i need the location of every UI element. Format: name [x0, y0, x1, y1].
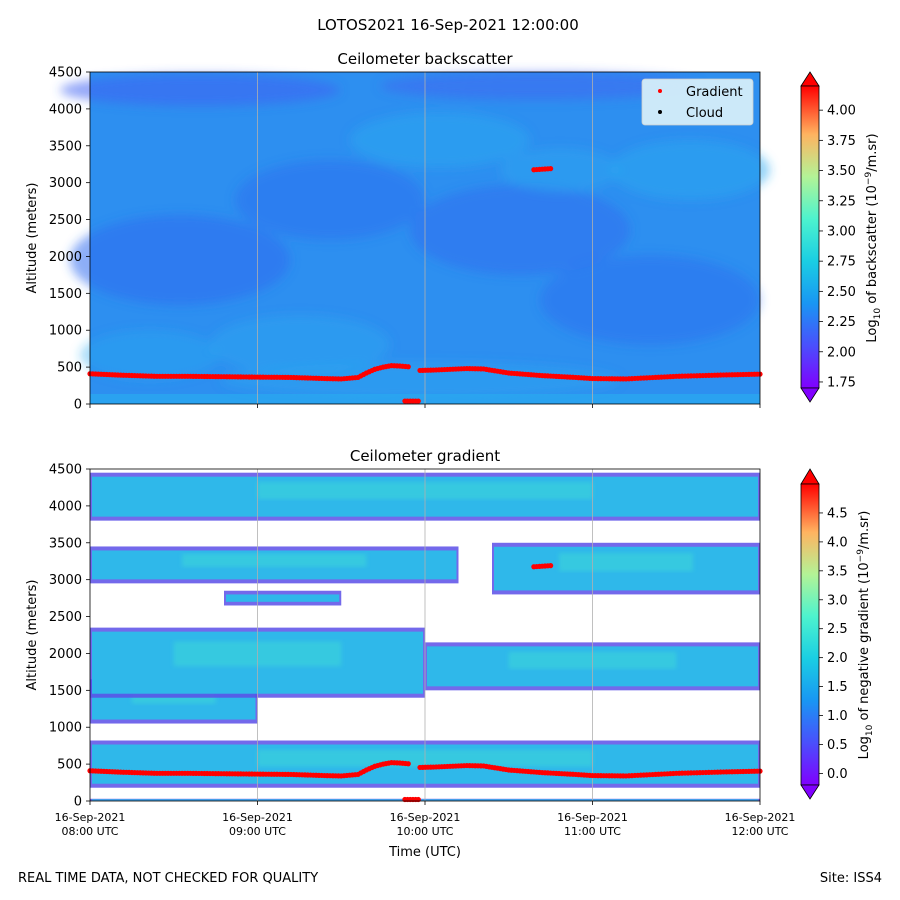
x-tick-time: 10:00 UTC	[396, 825, 453, 838]
y-tick-label: 4500	[49, 463, 82, 478]
legend-gradient-label: Gradient	[686, 85, 743, 100]
colorbar-tick-label: 3.0	[827, 593, 848, 608]
colorbar-tick-label: 2.75	[827, 255, 856, 270]
y-tick-label: 3500	[49, 536, 82, 551]
x-tick-time: 11:00 UTC	[564, 825, 621, 838]
colorbar-max-extend	[800, 468, 820, 485]
x-tick-date: 16-Sep-2021	[222, 811, 293, 824]
y-tick-label: 1000	[49, 721, 82, 736]
colorbar-tick-label: 4.5	[827, 506, 848, 521]
y-tick-label: 2500	[49, 213, 82, 228]
x-axis-label: Time (UTC)	[388, 845, 461, 860]
gradient-colorbar-ticks: 0.0 0.5 1.0 1.5 2.0 2.5 3.0 3.5 4.0 4.5	[819, 506, 848, 782]
y-tick-label: 1000	[49, 324, 82, 339]
y-tick-label: 0	[74, 398, 82, 413]
x-tick-date: 16-Sep-2021	[557, 811, 628, 824]
legend-gradient-marker	[658, 89, 662, 93]
backscatter-title: Ceilometer backscatter	[337, 50, 513, 68]
colorbar-tick-label: 0.5	[827, 738, 848, 753]
colorbar-tick-label: 1.0	[827, 709, 848, 724]
gradient-layer-core	[182, 553, 367, 567]
colorbar-tick-label: 2.0	[827, 651, 848, 666]
x-tick-date: 16-Sep-2021	[725, 811, 796, 824]
gradient-layer	[226, 594, 340, 602]
colorbar-tick-label: 3.75	[827, 134, 856, 149]
gradient-y-label: Altitude (meters)	[25, 580, 40, 691]
colorbar-tick-label: 1.75	[827, 375, 856, 390]
colorbar-max-extend	[800, 71, 820, 87]
gradient-point	[548, 166, 554, 172]
legend-cloud-marker	[658, 110, 662, 114]
gradient-point	[405, 761, 411, 767]
x-tick-time: 12:00 UTC	[731, 825, 788, 838]
y-tick-label: 2000	[49, 250, 82, 265]
colorbar-tick-label: 0.0	[827, 767, 848, 782]
colorbar-tick-label: 4.00	[827, 104, 856, 119]
gradient-gradient-series	[87, 563, 763, 803]
gradient-point	[548, 563, 554, 569]
y-tick-label: 0	[74, 795, 82, 810]
gradient-y-axis: 0 500 1000 1500 2000 2500 3000 3500 4000 4500	[49, 463, 90, 810]
colorbar-min-extend	[800, 784, 820, 800]
backscatter-y-label: Altitude (meters)	[25, 183, 40, 294]
y-tick-label: 1500	[49, 684, 82, 699]
colorbar-tick-label: 3.50	[827, 164, 856, 179]
y-tick-label: 3000	[49, 573, 82, 588]
gradient-panel: Ceilometer gradient 0 500 1000 1500 2000 2500…	[25, 447, 875, 860]
colorbar-min-extend	[800, 387, 820, 403]
site-label: Site: ISS4	[820, 871, 882, 886]
colorbar-tick-label: 2.25	[827, 315, 856, 330]
legend-cloud-label: Cloud	[686, 106, 723, 121]
backscatter-gradient-series	[87, 166, 763, 404]
gradient-point	[405, 364, 411, 370]
y-tick-label: 1500	[49, 287, 82, 302]
y-tick-label: 4000	[49, 102, 82, 117]
y-tick-label: 500	[57, 361, 82, 376]
gradient-colorbar: 0.0 0.5 1.0 1.5 2.0 2.5 3.0 3.5 4.0 4.5 Log10 of …	[800, 468, 875, 800]
gradient-layers	[90, 472, 760, 801]
gradient-title: Ceilometer gradient	[350, 447, 500, 465]
colorbar-tick-label: 4.0	[827, 535, 848, 550]
y-tick-label: 4500	[49, 66, 82, 81]
colorbar-scale	[800, 483, 820, 786]
colorbar-tick-label: 2.5	[827, 622, 848, 637]
colorbar-tick-label: 3.00	[827, 224, 856, 239]
colorbar-tick-label: 1.5	[827, 680, 848, 695]
colorbar-tick-label: 2.50	[827, 285, 856, 300]
gradient-point	[415, 398, 421, 404]
quality-disclaimer: REAL TIME DATA, NOT CHECKED FOR QUALITY	[18, 871, 318, 886]
y-tick-label: 500	[57, 758, 82, 773]
y-tick-label: 3000	[49, 176, 82, 191]
x-tick-date: 16-Sep-2021	[390, 811, 461, 824]
backscatter-colorbar-label: Log10 of backscatter (10−9/m.sr)	[864, 133, 883, 342]
backscatter-x-axis	[89, 404, 761, 408]
legend-box	[641, 78, 754, 126]
backscatter-colorbar-ticks: 1.75 2.00 2.25 2.50 2.75 3.00 3.25 3.50 3.75 4.00	[819, 104, 856, 390]
backscatter-gridlines	[257, 72, 593, 404]
legend: Gradient Cloud	[641, 78, 754, 126]
y-tick-label: 3500	[49, 139, 82, 154]
gradient-gridlines	[257, 469, 593, 801]
y-tick-label: 2500	[49, 610, 82, 625]
colorbar-tick-label: 3.5	[827, 564, 848, 579]
gradient-layer-core	[559, 553, 693, 572]
backscatter-colorbar: 1.75 2.00 2.25 2.50 2.75 3.00 3.25 3.50 3.75 4.00…	[800, 71, 883, 403]
gradient-colorbar-label: Log10 of negative gradient (10−9/m.sr)	[856, 511, 875, 760]
figure-title: LOTOS2021 16-Sep-2021 12:00:00	[317, 16, 579, 34]
backscatter-y-axis: 0 500 1000 1500 2000 2500 3000 3500 4000 4500	[49, 66, 90, 413]
x-tick-date: 16-Sep-2021	[55, 811, 126, 824]
y-tick-label: 4000	[49, 499, 82, 514]
y-tick-label: 2000	[49, 647, 82, 662]
x-tick-time: 08:00 UTC	[61, 825, 118, 838]
colorbar-tick-label: 2.00	[827, 345, 856, 360]
colorbar-scale	[800, 85, 820, 389]
x-tick-time: 09:00 UTC	[229, 825, 286, 838]
colorbar-tick-label: 3.25	[827, 194, 856, 209]
